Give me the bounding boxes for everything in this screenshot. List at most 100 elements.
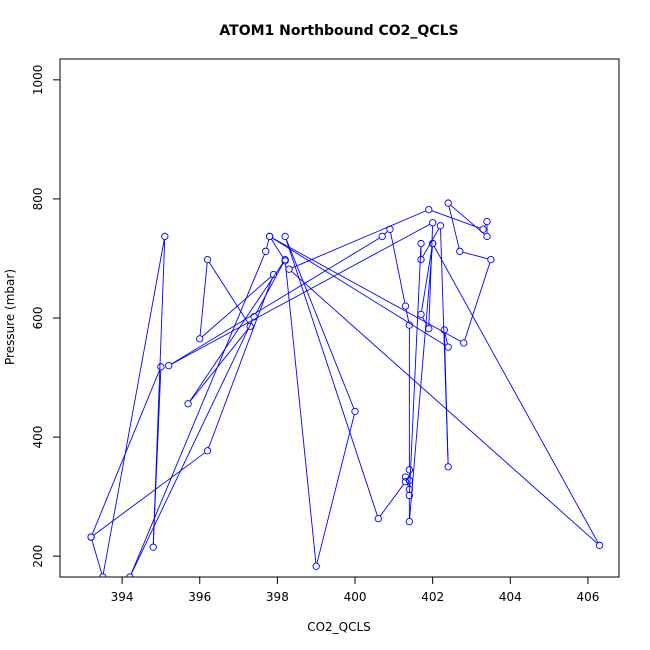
data-point — [440, 326, 448, 334]
series-line-segment — [201, 276, 272, 338]
data-point — [417, 256, 425, 264]
data-point — [483, 232, 491, 241]
series-line-segment — [291, 210, 427, 269]
data-point — [165, 361, 173, 370]
data-point — [425, 205, 433, 214]
data-point — [246, 322, 254, 330]
series-line-segment — [421, 246, 433, 312]
series-line-segment — [272, 237, 446, 346]
data-point — [281, 232, 289, 241]
y-axis-tick-label: 600 — [31, 307, 45, 330]
series-line-segment — [208, 262, 249, 324]
series-line-segment — [91, 540, 103, 575]
series-line-segment — [428, 225, 433, 326]
axes-layer: 394 396 398 400 402 404 406 200 400 600 800 1000 — [31, 65, 599, 604]
data-point — [87, 533, 95, 541]
data-point — [444, 199, 452, 207]
data-point — [595, 541, 604, 550]
data-point — [269, 270, 278, 279]
data-point — [196, 335, 204, 343]
series-line-segment — [316, 414, 355, 564]
data-point — [285, 265, 293, 273]
x-axis-tick-label: 394 — [111, 590, 134, 604]
series-line-segment — [431, 210, 481, 229]
series-layer — [87, 199, 604, 577]
x-axis-tick-label: 404 — [499, 590, 522, 604]
series-line-segment — [462, 251, 488, 260]
series-line-segment — [379, 484, 404, 517]
series-line-segment — [450, 204, 485, 235]
series-line-segment — [422, 228, 440, 258]
series-line-segment — [199, 262, 208, 336]
y-axis-label: Pressure (mbar) — [3, 269, 17, 365]
series-line-segment — [208, 277, 273, 448]
series-line-segment — [255, 262, 285, 315]
data-point — [281, 257, 289, 265]
series-line-segment — [102, 239, 165, 574]
series-line-segment — [433, 246, 599, 543]
series-line-segment — [171, 223, 431, 365]
data-point — [405, 321, 414, 329]
series-line-segment — [409, 246, 433, 519]
data-point — [436, 222, 445, 230]
x-axis-tick-label: 402 — [421, 590, 444, 604]
y-axis-tick-label: 800 — [31, 187, 45, 210]
data-point — [203, 256, 212, 264]
series-line-segment — [189, 328, 249, 402]
series-line-segment — [270, 238, 284, 259]
data-point — [184, 400, 192, 408]
data-point — [401, 478, 410, 486]
series-line-segment — [152, 370, 162, 545]
series-line-segment — [285, 263, 317, 564]
y-axis-tick-label: 200 — [31, 545, 45, 568]
x-axis-tick-label: 400 — [344, 590, 367, 604]
data-point — [429, 239, 437, 248]
series-line-segment — [171, 237, 380, 365]
data-point — [487, 256, 495, 264]
data-point — [456, 247, 464, 255]
data-point — [425, 325, 433, 333]
data-point — [157, 363, 165, 371]
data-point — [401, 473, 410, 481]
data-point — [429, 219, 437, 227]
plot-frame — [59, 58, 620, 578]
data-point — [405, 476, 414, 485]
data-point — [312, 562, 320, 570]
x-axis-label: CO2_QCLS — [307, 620, 371, 634]
data-point — [161, 232, 169, 241]
series-line-segment — [189, 262, 284, 402]
y-axis-tick-label: 1000 — [31, 65, 45, 96]
data-point — [479, 225, 487, 233]
data-point — [405, 491, 414, 500]
series-line-segment — [291, 270, 598, 544]
data-point — [149, 543, 157, 551]
series-line-segment — [464, 262, 491, 341]
series-line-segment — [91, 369, 161, 535]
data-point — [444, 463, 452, 471]
x-axis-tick-label: 396 — [188, 590, 211, 604]
series-line-segment — [384, 231, 388, 235]
data-point — [262, 247, 270, 255]
series-line-segment — [266, 239, 270, 249]
data-point — [405, 466, 414, 474]
data-point — [386, 225, 394, 233]
data-point — [203, 447, 212, 455]
series-line-segment — [448, 206, 460, 249]
series-line-segment — [443, 333, 449, 464]
data-point — [374, 515, 382, 523]
series-line-segment — [390, 232, 406, 304]
series-line-segment — [93, 452, 206, 536]
data-point — [460, 339, 468, 347]
data-point — [250, 313, 258, 321]
data-point — [417, 310, 425, 319]
series-line-segment — [130, 319, 254, 575]
series-line-segment — [285, 239, 355, 409]
series-line-segment — [285, 239, 378, 516]
series-line-segment — [444, 332, 448, 345]
series-line-segment — [130, 254, 265, 575]
y-axis-tick-label: 400 — [31, 426, 45, 449]
data-point — [417, 239, 425, 248]
x-axis-tick-label: 406 — [576, 590, 599, 604]
chart-title: ATOM1 Northbound CO2_QCLS — [219, 23, 458, 39]
